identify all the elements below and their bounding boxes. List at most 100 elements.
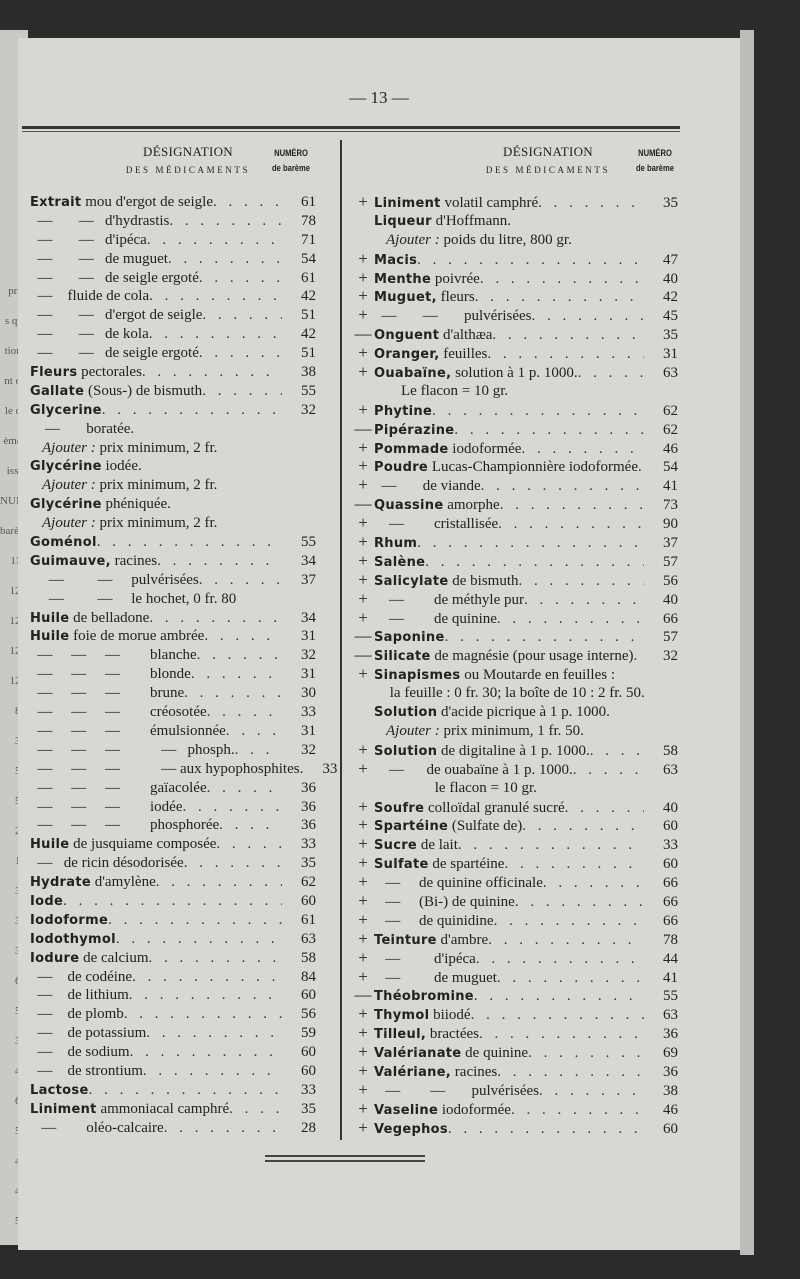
medicament-name: Vegephos [374, 1121, 448, 1137]
medicament-description: — — d'hydrastis [30, 212, 170, 229]
medicament-entry: — — — gaïacolée 36 [22, 779, 317, 798]
medicament-name: Vaseline [374, 1102, 439, 1118]
dot-leader [207, 779, 282, 798]
medicament-entry: + — de quinine 66 [352, 608, 678, 628]
medicament-description: bractées [426, 1026, 479, 1043]
bareme-number: 32 [663, 648, 678, 665]
right-medicament-list: +Liniment volatil camphré35Liqueur d'Hof… [352, 192, 679, 1139]
footer-rule [265, 1160, 425, 1162]
bareme-number: 37 [301, 571, 316, 588]
bareme-number: 36 [663, 1063, 678, 1080]
dot-leader [149, 609, 282, 628]
bareme-number: 42 [301, 288, 316, 305]
bareme-label: de barème [635, 163, 675, 174]
entry-mark: + [358, 437, 368, 457]
medicament-entry: + Ouabaïne, solution à 1 p. 1000. 63 [352, 362, 678, 382]
medicament-description: pectorales [77, 364, 142, 381]
medicament-name: Valériane, [374, 1064, 452, 1080]
dot-leader [417, 251, 644, 270]
medicament-entry: + Poudre Lucas-Championnière iodoformée 54 [352, 457, 678, 476]
medicament-entry: + — — pulvérisées 38 [352, 1080, 678, 1100]
medicament-entry: — — d'hydrastis 78 [22, 212, 317, 231]
bareme-number: 30 [301, 685, 316, 702]
medicament-description: — boratée. [30, 420, 135, 437]
medicament-description: Le flacon = 10 gr. [386, 382, 509, 399]
medicament-description: amorphe [443, 497, 500, 514]
medicament-entry: Le flacon = 10 gr. [352, 382, 678, 401]
right-designation-header: DÉSIGNATION DES MÉDICAMENTS [448, 144, 648, 175]
medicament-description: poids du litre, 800 gr. [439, 231, 572, 248]
bareme-number: 41 [663, 969, 678, 986]
medicament-description: de digitaline à 1 p. 1000. [437, 742, 590, 759]
entry-mark: + [358, 513, 368, 533]
bareme-number: 63 [663, 761, 678, 778]
designation-label: DÉSIGNATION [143, 144, 233, 159]
bareme-number: 60 [663, 1120, 678, 1137]
medicament-description: de magnésie (pour usage interne) [430, 648, 634, 665]
entry-mark: + [358, 947, 368, 967]
dot-leader [97, 533, 282, 552]
header-rule-thin [22, 131, 680, 132]
bareme-number: 60 [301, 987, 316, 1004]
dot-leader [235, 741, 282, 760]
note-prefix: Ajouter : [42, 515, 96, 532]
dot-leader [124, 1005, 282, 1024]
bareme-number: 71 [301, 231, 316, 248]
dot-leader [522, 817, 644, 836]
entry-mark: + [358, 834, 368, 854]
medicament-entry: Hydrate d'amylène 62 [22, 873, 316, 892]
column-divider [340, 140, 342, 1140]
bareme-number: 54 [663, 459, 678, 476]
medicament-description: biiodé [429, 1007, 471, 1024]
medicament-description: phéniquée. [101, 496, 171, 513]
dot-leader [157, 552, 282, 571]
medicament-name: Hydrate [30, 875, 91, 891]
bareme-number: 38 [301, 364, 316, 381]
medicament-name: Iodure [30, 950, 80, 966]
footer-rule [265, 1155, 425, 1157]
dot-leader [445, 628, 644, 647]
bareme-number: 63 [301, 930, 316, 947]
medicament-entry: Ajouter : prix minimum, 2 fr. [22, 514, 316, 533]
medicament-entry: + Salicylate de bismuth 56 [352, 570, 678, 590]
bareme-number: 33 [301, 1081, 316, 1098]
medicament-entry: Solution d'acide picrique à 1 p. 1000. [352, 703, 678, 722]
medicament-description: d'Hoffmann. [431, 212, 511, 229]
note-prefix: Ajouter : [42, 439, 96, 456]
dot-leader [213, 193, 282, 212]
medicament-entry: + Phytine 62 [352, 400, 678, 421]
medicament-entry: + Sulfate de spartéine 60 [352, 853, 678, 873]
medicament-description: iodoformée [448, 440, 522, 457]
medicament-description: la feuille : 0 fr. 30; la boîte de 10 : … [386, 685, 645, 702]
dot-leader [432, 402, 644, 421]
bareme-number: 55 [301, 382, 316, 399]
bareme-number: 40 [663, 591, 678, 608]
dot-leader [182, 798, 282, 817]
note-prefix: Ajouter : [386, 722, 440, 739]
entry-mark: — [354, 494, 372, 514]
medicament-description: — de plomb [30, 1006, 124, 1023]
document-page: — 13 — DÉSIGNATION DES MÉDICAMENTS NUMÉR… [18, 38, 740, 1250]
medicament-description: d'acide picrique à 1 p. 1000. [437, 704, 610, 721]
medicament-name: Menthe [374, 271, 432, 287]
dot-leader [448, 1120, 644, 1139]
medicament-description: d'ambre [436, 931, 489, 948]
medicament-description: — de quinine [374, 610, 497, 627]
medicament-entry: — — — créosotée 33 [22, 703, 317, 722]
medicament-entry: Liniment ammoniacal camphré 35 [22, 1100, 316, 1119]
medicament-name: Huile [30, 610, 70, 626]
bareme-number: 63 [663, 1007, 678, 1024]
entry-mark: + [358, 362, 368, 382]
medicament-name: Pommade [374, 441, 449, 457]
dot-leader [474, 987, 644, 1006]
medicament-entry: + — d'ipéca 44 [352, 947, 678, 968]
medicament-description: ou Moutarde en feuilles : [460, 667, 615, 684]
bareme-number: 57 [663, 553, 678, 570]
medicament-entry: + — de ouabaïne à 1 p. 1000. 63 [352, 759, 678, 779]
medicament-description: — de méthyle pur [374, 591, 524, 608]
medicament-entry: —Quassine amorphe 73 [352, 494, 679, 514]
medicament-entry: —Saponine 57 [352, 627, 679, 647]
bareme-number: 47 [663, 251, 678, 268]
medicament-entry: Ajouter : prix minimum, 1 fr. 50. [352, 722, 678, 741]
medicament-name: Sucre [374, 838, 418, 854]
